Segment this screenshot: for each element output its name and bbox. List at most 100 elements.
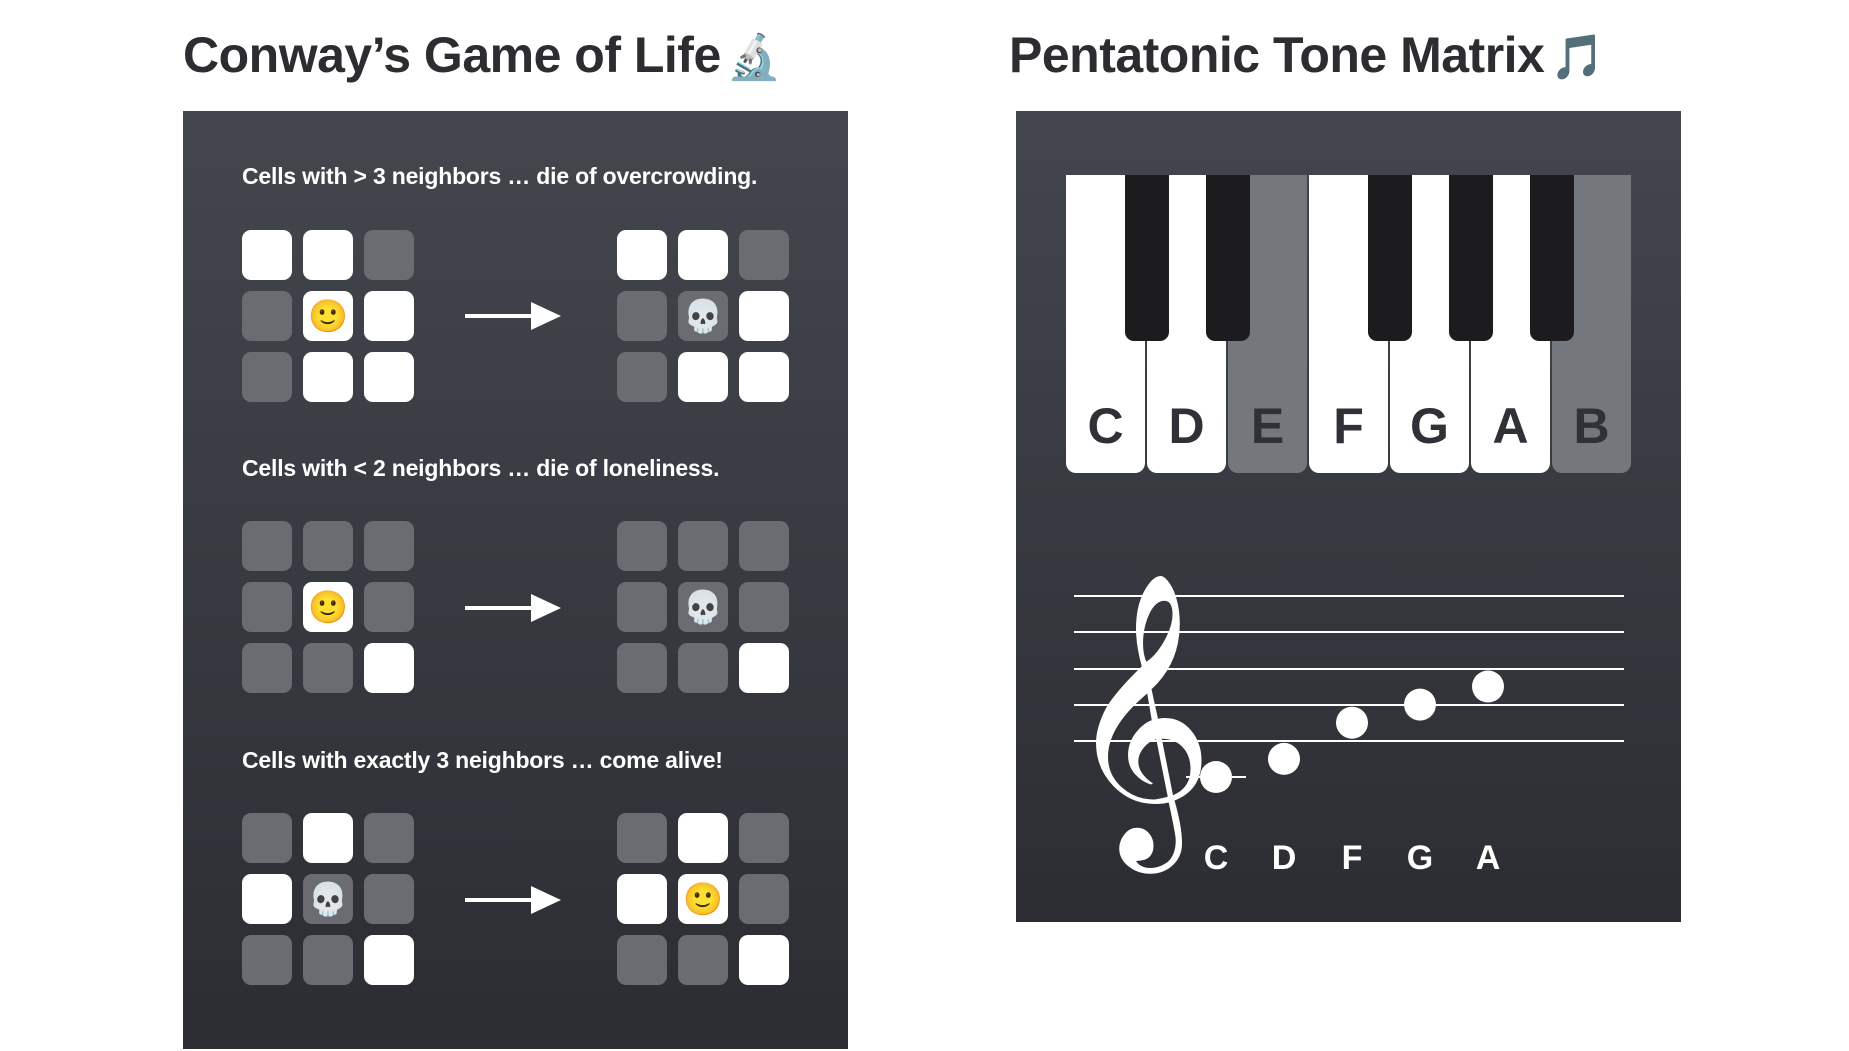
piano-key-label: D: [1168, 398, 1205, 454]
grid-cell: [739, 230, 789, 280]
title-text: Pentatonic Tone Matrix: [1009, 27, 1545, 83]
piano-black-key[interactable]: [1125, 175, 1169, 341]
grid-cell: [617, 582, 667, 632]
smiley-icon: 🙂: [308, 589, 348, 625]
grid-cell: [678, 935, 728, 985]
staff-lines: [1074, 595, 1624, 742]
treble-clef-icon: 𝄞: [1066, 569, 1214, 874]
grid-cell-center: 🙂: [303, 291, 353, 341]
grid-cell: [242, 230, 292, 280]
grid-cell: [364, 352, 414, 402]
rule-label-loneliness: Cells with < 2 neighbors … die of loneli…: [242, 455, 720, 481]
skull-icon: 💀: [308, 881, 348, 917]
game-of-life-panel: Cells with > 3 neighbors … die of overcr…: [183, 111, 848, 1049]
piano-black-key[interactable]: [1206, 175, 1250, 341]
grid-cell: [303, 352, 353, 402]
arrow-right-icon: [465, 594, 561, 622]
grid-cell: [242, 521, 292, 571]
piano-key-label: A: [1492, 398, 1529, 454]
grid-cell: [678, 521, 728, 571]
grid-before-come-alive: 💀: [242, 813, 414, 985]
grid-cell: [617, 291, 667, 341]
grid-after-come-alive: 🙂: [617, 813, 789, 985]
grid-cell: [242, 352, 292, 402]
grid-cell: [242, 643, 292, 693]
rule-label-overcrowding: Cells with > 3 neighbors … die of overcr…: [242, 163, 758, 189]
grid-cell: [739, 521, 789, 571]
arrow-right-icon: [465, 302, 561, 330]
grid-cell: [364, 582, 414, 632]
grid-cell: [678, 352, 728, 402]
grid-cell-center: 💀: [678, 582, 728, 632]
grid-before-loneliness: 🙂: [242, 521, 414, 693]
note-heads: [1186, 670, 1504, 793]
piano-key-label: G: [1410, 398, 1449, 454]
grid-cell-center: 💀: [678, 291, 728, 341]
microscope-icon: 🔬: [726, 33, 782, 82]
grid-cell: [739, 352, 789, 402]
piano-key-label: E: [1250, 398, 1285, 454]
grid-cell: [303, 935, 353, 985]
arrow-right-icon: [465, 886, 561, 914]
rule-label-come-alive: Cells with exactly 3 neighbors … come al…: [242, 747, 723, 773]
grid-after-overcrowding: 💀: [617, 230, 789, 402]
grid-cell: [242, 935, 292, 985]
note-label-a: A: [1476, 839, 1501, 877]
grid-cell: [739, 874, 789, 924]
smiley-icon: 🙂: [683, 881, 723, 917]
grid-cell: [739, 935, 789, 985]
grid-cell: [364, 521, 414, 571]
skull-icon: 💀: [683, 298, 723, 334]
note-head-f: [1336, 706, 1368, 739]
note-label-g: G: [1407, 839, 1433, 877]
piano-black-key[interactable]: [1449, 175, 1493, 341]
grid-cell: [242, 813, 292, 863]
grid-cell: [617, 521, 667, 571]
grid-cell: [303, 230, 353, 280]
grid-cell: [617, 643, 667, 693]
note-head-c: [1200, 761, 1232, 793]
piano-black-key[interactable]: [1368, 175, 1412, 341]
skull-icon: 💀: [683, 589, 723, 625]
grid-cell: [364, 230, 414, 280]
grid-cell: [617, 935, 667, 985]
grid-cell: [364, 874, 414, 924]
note-label-c: C: [1204, 839, 1229, 877]
piano-key-label: B: [1573, 398, 1610, 454]
grid-cell-center: 🙂: [678, 874, 728, 924]
grid-cell: [242, 291, 292, 341]
grid-cell: [617, 813, 667, 863]
music-staff: 𝄞 C D F G A: [1066, 569, 1624, 877]
grid-cell: [303, 643, 353, 693]
grid-cell: [364, 813, 414, 863]
grid-cell: [617, 230, 667, 280]
piano-key-label: F: [1333, 398, 1364, 454]
grid-cell: [364, 935, 414, 985]
grid-before-overcrowding: 🙂: [242, 230, 414, 402]
note-label-f: F: [1342, 839, 1363, 877]
grid-cell: [739, 813, 789, 863]
grid-cell: [303, 813, 353, 863]
grid-cell: [617, 874, 667, 924]
grid-cell: [617, 352, 667, 402]
grid-cell: [739, 582, 789, 632]
grid-cell-center: 🙂: [303, 582, 353, 632]
piano-key-label: C: [1087, 398, 1124, 454]
grid-cell: [739, 291, 789, 341]
grid-cell: [364, 643, 414, 693]
grid-cell: [242, 582, 292, 632]
smiley-icon: 🙂: [308, 298, 348, 334]
note-label-d: D: [1272, 839, 1297, 877]
grid-cell: [678, 813, 728, 863]
piano-black-key[interactable]: [1530, 175, 1574, 341]
grid-cell: [739, 643, 789, 693]
grid-cell: [678, 230, 728, 280]
note-head-g: [1404, 688, 1436, 721]
grid-cell-center: 💀: [303, 874, 353, 924]
game-of-life-title: Conway’s Game of Life 🔬: [183, 24, 782, 89]
grid-cell: [364, 291, 414, 341]
grid-cell: [303, 521, 353, 571]
